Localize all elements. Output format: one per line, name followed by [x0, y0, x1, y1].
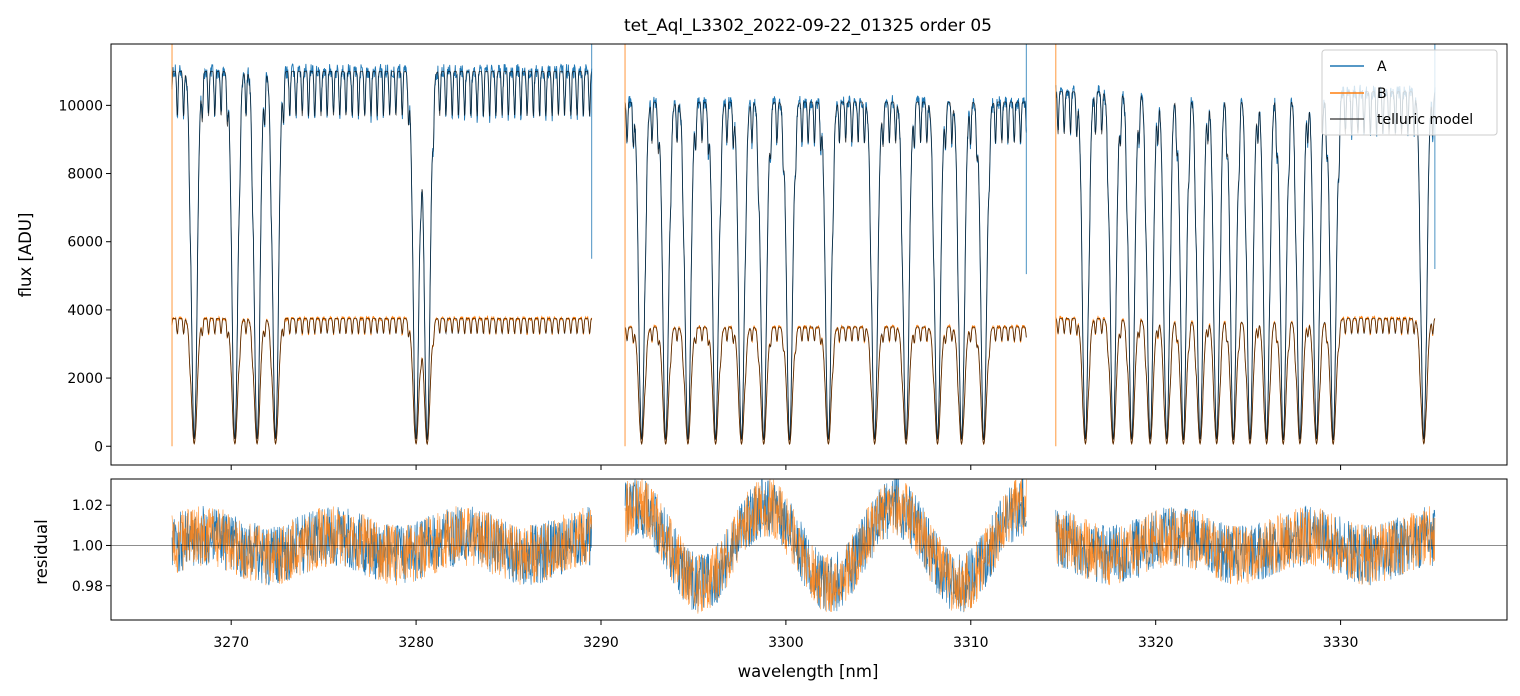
residual-b-line-2: [624, 479, 1027, 614]
legend-box: [1321, 49, 1498, 136]
x-tick-label: 3330: [1323, 635, 1359, 651]
residual-x-ticks: 3270 3280 3290 3300 3310 3320 3330: [213, 620, 1358, 651]
residual-y-ticks: 0.98 1.00 1.02: [72, 498, 111, 595]
flux-y-tick-label: 2000: [67, 371, 103, 387]
x-tick-label: 3320: [1138, 635, 1174, 651]
telluric-model-b-line-1: [171, 317, 592, 446]
residual-y-tick-label: 1.02: [72, 498, 103, 514]
flux-y-axis-label: flux [ADU]: [16, 213, 35, 298]
flux-y-tick-label: 10000: [58, 98, 103, 114]
residual-y-tick-label: 1.00: [72, 538, 103, 554]
legend-label-b: B: [1377, 86, 1387, 102]
x-tick-label: 3300: [768, 635, 804, 651]
legend-label-a: A: [1377, 59, 1387, 75]
residual-panel: 0.98 1.00 1.02 3270 3280 3290 3300 3310 3320 333…: [32, 478, 1508, 681]
flux-y-tick-label: 0: [94, 439, 103, 455]
flux-y-tick-label: 4000: [67, 303, 103, 319]
flux-x-ticks: [230, 465, 1342, 470]
flux-axes-frame: [110, 43, 1508, 466]
x-tick-label: 3290: [583, 635, 619, 651]
residual-y-tick-label: 0.98: [72, 579, 103, 595]
legend: A B telluric model: [1321, 49, 1498, 136]
x-axis-label: wavelength [nm]: [738, 662, 879, 681]
flux-panel: 0 2000 4000 6000 8000 10000 flux [ADU] A B te…: [16, 43, 1508, 470]
series-a-line-3: [1055, 84, 1436, 441]
telluric-model-a-line-3: [1055, 91, 1436, 440]
telluric-model-b-line-3: [1055, 318, 1436, 446]
flux-series-group: [171, 44, 1436, 447]
series-a-line-1: [171, 63, 593, 440]
x-tick-label: 3310: [953, 635, 989, 651]
residual-axes-frame: [110, 478, 1508, 621]
residual-series-group: [111, 479, 1507, 614]
residual-y-axis-label: residual: [32, 519, 51, 584]
series-b-line-1: [171, 314, 593, 446]
residual-b-line-3: [1055, 506, 1436, 586]
telluric-model-a-line-1: [171, 70, 593, 440]
legend-label-model: telluric model: [1377, 112, 1473, 128]
flux-y-ticks: 0 2000 4000 6000 8000 10000: [58, 98, 111, 455]
residual-a-line-1: [171, 505, 592, 586]
chart-title: tet_Aql_L3302_2022-09-22_01325 order 05: [624, 16, 992, 36]
x-tick-label: 3280: [398, 635, 434, 651]
flux-y-tick-label: 6000: [67, 235, 103, 251]
series-a-line-2: [624, 95, 1027, 441]
telluric-model-a-line-2: [624, 101, 1027, 441]
x-tick-label: 3270: [213, 635, 249, 651]
flux-y-tick-label: 8000: [67, 167, 103, 183]
telluric-model-b-line-2: [624, 326, 1027, 446]
